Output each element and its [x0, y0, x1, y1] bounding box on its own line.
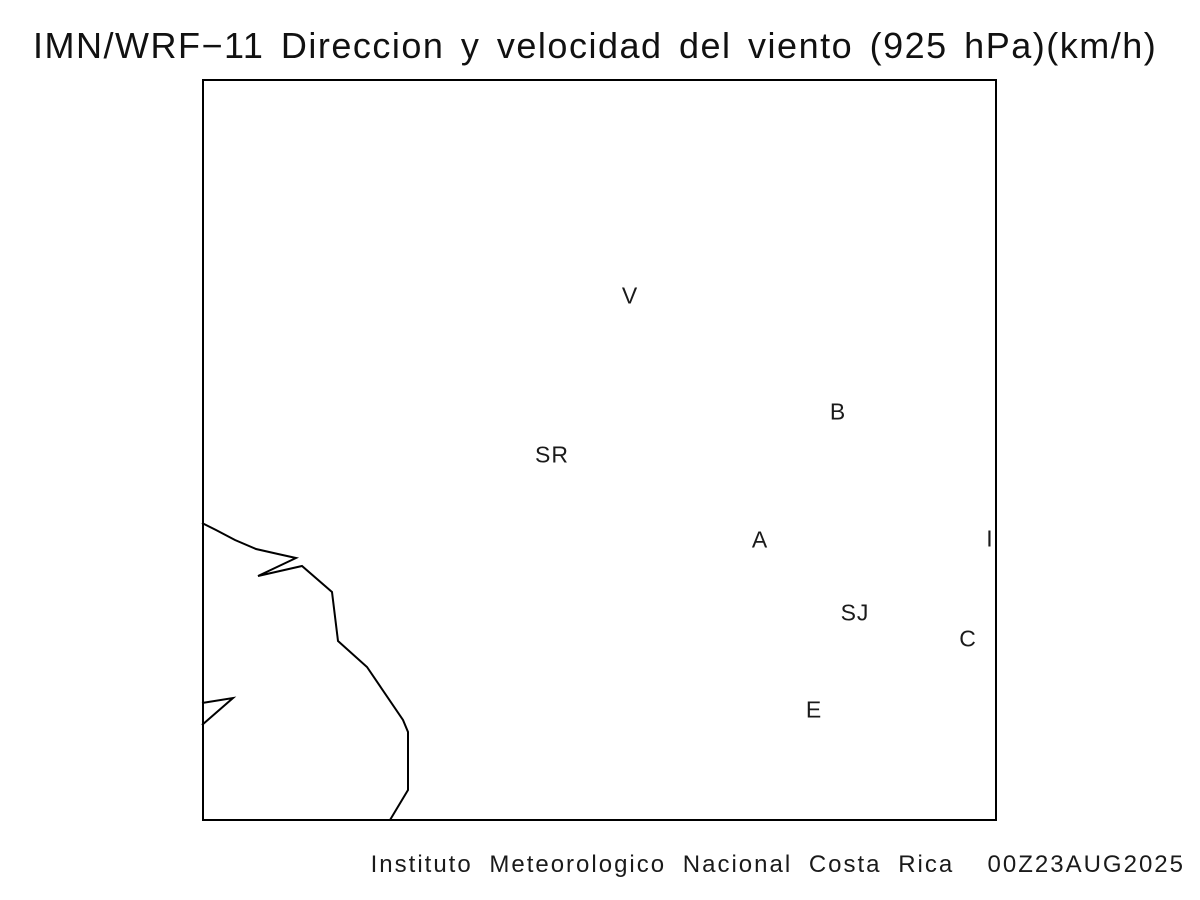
- station-label-c: C: [959, 625, 977, 652]
- chart-title: IMN/WRF−11 Direccion y velocidad del vie…: [33, 25, 1158, 66]
- station-label-a: A: [751, 526, 769, 553]
- station-label-e: E: [805, 696, 823, 723]
- map-plot-area: [202, 79, 997, 821]
- station-label-v: V: [621, 282, 639, 309]
- station-label-sr: SR: [535, 441, 569, 468]
- footer-caption: Instituto Meteorologico Nacional Costa R…: [370, 851, 1185, 878]
- station-label-b: B: [829, 398, 847, 425]
- station-label-sj: SJ: [840, 599, 870, 626]
- station-label-i: I: [986, 525, 994, 552]
